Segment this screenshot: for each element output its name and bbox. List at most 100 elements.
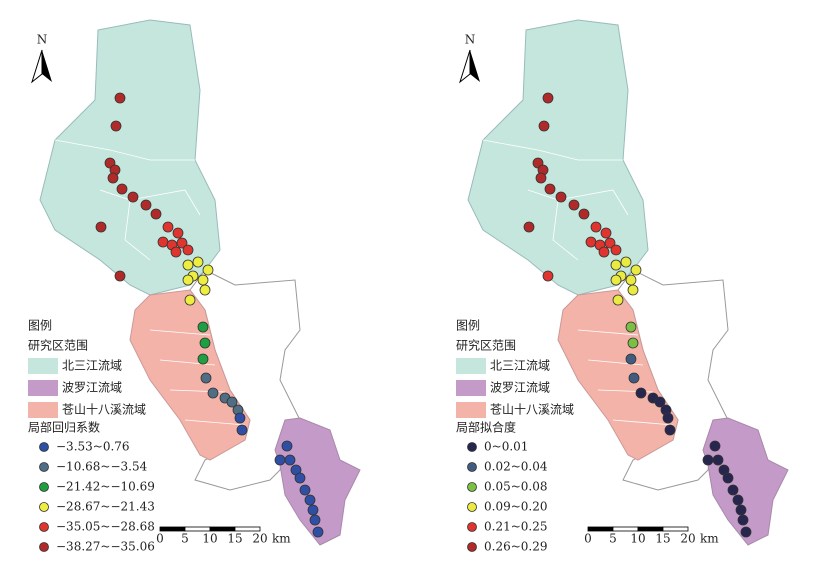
legend-class-label: 0.26~0.29 [484, 540, 548, 554]
sample-point [628, 372, 640, 384]
sample-point [610, 274, 622, 286]
sample-point [612, 294, 624, 306]
sample-point [176, 237, 188, 249]
legend-area-label: 波罗江流域 [490, 381, 550, 395]
sample-point [610, 244, 622, 256]
scale-segment [184, 526, 211, 532]
region-beisanjiang [39, 19, 221, 296]
legend-title: 图例 [28, 319, 52, 333]
scale-label: 15 [655, 532, 670, 546]
sample-point [199, 284, 211, 296]
legend-dot [467, 482, 477, 492]
legend-dot [39, 522, 49, 532]
sample-point [150, 208, 162, 220]
sample-point [299, 484, 311, 496]
legend-class-label: 0.05~0.08 [484, 480, 548, 494]
sample-point [585, 236, 597, 248]
region-cangshan [129, 289, 251, 461]
sample-point [535, 172, 547, 184]
sample-point [627, 284, 639, 296]
legend-swatch [28, 358, 58, 374]
sample-point [702, 454, 714, 466]
legend-class-title: 局部回归系数 [28, 420, 100, 435]
legend-area-label: 苍山十八溪流域 [490, 403, 574, 417]
sample-point [604, 237, 616, 249]
sample-point [140, 199, 152, 211]
region-boluojiang [274, 417, 361, 546]
sample-point [610, 259, 622, 271]
legend-class-label: 0.09~0.20 [484, 500, 548, 514]
north-label: N [37, 33, 48, 47]
legend-class-label: 0.02~0.04 [484, 460, 548, 474]
north-arrow [459, 49, 471, 84]
scale-label: 5 [181, 532, 189, 546]
sample-point [284, 454, 296, 466]
scale-segment [612, 526, 639, 532]
sample-point [542, 270, 554, 282]
scale-label: 15 [227, 532, 242, 546]
scale-label: 10 [202, 532, 217, 546]
sample-point [182, 244, 194, 256]
legend-dot [467, 462, 477, 472]
legend-dot [39, 462, 49, 472]
legend-area-label: 北三江流域 [490, 359, 550, 373]
sample-point [281, 440, 293, 452]
legend-dot [39, 502, 49, 512]
sample-point [294, 472, 306, 484]
sample-point [116, 183, 128, 195]
legend-class-label: −38.27~−35.06 [56, 540, 155, 554]
sample-point [620, 256, 632, 268]
sample-point [740, 526, 752, 538]
sample-point [664, 424, 676, 436]
legend-dot [39, 442, 49, 452]
sample-point [236, 424, 248, 436]
scale-segment [637, 526, 664, 532]
sample-point [590, 221, 602, 233]
sample-point [226, 396, 238, 408]
scale-segment [662, 526, 689, 532]
sub-basin-line [54, 139, 195, 161]
sample-point [598, 246, 610, 258]
region-beisanjiang [467, 19, 649, 296]
sample-point [95, 221, 107, 233]
sample-point [722, 472, 734, 484]
legend-area-label: 北三江流域 [62, 359, 122, 373]
north-arrow [470, 50, 480, 82]
sub-basin-line [184, 419, 246, 426]
legend-class-label: 0.21~0.25 [484, 520, 548, 534]
legend-area-title: 研究区范围 [28, 338, 88, 353]
sample-point [274, 454, 286, 466]
sample-point [197, 274, 209, 286]
sample-point [662, 412, 674, 424]
sample-point [307, 504, 319, 516]
legend-area-label: 波罗江流域 [62, 381, 122, 395]
sample-point [542, 92, 554, 104]
sample-point [114, 270, 126, 282]
legend-class-label: −3.53~0.76 [56, 440, 130, 454]
sample-point [625, 321, 637, 333]
sub-basin-line [612, 419, 674, 426]
legend-swatch [456, 380, 486, 396]
scale-segment [209, 526, 236, 532]
legend-dot [467, 502, 477, 512]
sample-point [309, 514, 321, 526]
sample-point [627, 337, 639, 349]
sample-point [544, 183, 556, 195]
sample-point [709, 440, 721, 452]
sample-point [110, 120, 122, 132]
sub-basin-line [99, 189, 201, 216]
legend-class-label: 0~0.01 [484, 440, 528, 454]
scale-label: 0 [156, 532, 164, 546]
sample-point [635, 387, 647, 399]
sample-point [202, 264, 214, 276]
scale-label: 5 [609, 532, 617, 546]
sample-point [162, 221, 174, 233]
scale-segment [587, 526, 614, 532]
sample-point [304, 494, 316, 506]
region-boluojiang [702, 417, 789, 546]
sample-point [182, 274, 194, 286]
sample-point [737, 514, 749, 526]
legend-area-label: 苍山十八溪流域 [62, 403, 146, 417]
legend-dot [467, 542, 477, 552]
